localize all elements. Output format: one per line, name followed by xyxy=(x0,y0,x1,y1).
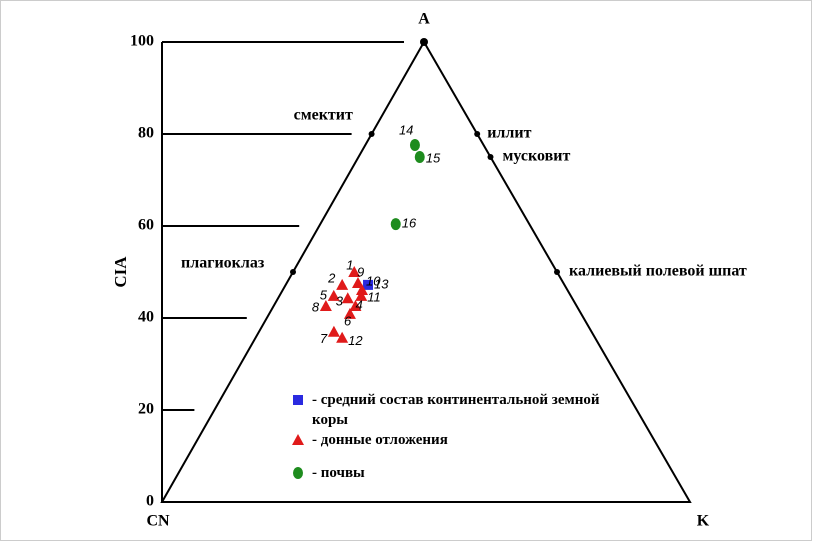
point-label: 9 xyxy=(357,264,364,279)
data-point xyxy=(341,292,354,304)
data-point xyxy=(343,307,356,319)
mineral-label: иллит xyxy=(487,125,531,142)
y-tick-label: 0 xyxy=(146,493,154,510)
data-point xyxy=(390,218,401,231)
mineral-point xyxy=(474,131,481,137)
point-label: 11 xyxy=(367,289,381,304)
legend-marker xyxy=(292,434,304,445)
legend-entry: - средний состав континентальной земной … xyxy=(312,392,600,428)
data-point xyxy=(336,331,349,343)
point-label: 1 xyxy=(346,257,353,272)
point-label: 8 xyxy=(312,299,320,314)
data-point xyxy=(351,277,364,289)
data-point xyxy=(363,279,374,290)
vertex-label: K xyxy=(697,513,710,530)
point-label: 3 xyxy=(336,294,344,309)
legend-entry: - донные отложения xyxy=(312,432,448,448)
mineral-label: мусковит xyxy=(503,148,571,165)
point-label: 4 xyxy=(355,297,362,312)
point-label: 5 xyxy=(320,287,328,302)
vertex-dot xyxy=(420,38,428,46)
mineral-label: плагиоклаз xyxy=(181,255,265,272)
point-label: 13 xyxy=(374,276,389,291)
data-point xyxy=(348,266,361,277)
data-point xyxy=(327,289,340,301)
legend-label: - донные отложения xyxy=(312,432,448,448)
point-label: 10 xyxy=(366,273,381,288)
legend-marker xyxy=(293,467,303,479)
mineral-point xyxy=(368,131,375,137)
y-axis-label: CIA xyxy=(111,256,130,288)
data-point xyxy=(414,151,425,163)
vertex-label: A xyxy=(418,11,430,28)
y-tick-label: 100 xyxy=(130,33,154,50)
data-point xyxy=(336,278,349,290)
mineral-label: калиевый полевой шпат xyxy=(569,263,747,280)
y-tick-label: 60 xyxy=(138,217,154,234)
point-label: 16 xyxy=(402,216,417,231)
mineral-label: смектит xyxy=(294,107,353,124)
legend-marker xyxy=(293,395,303,405)
data-point xyxy=(355,283,368,295)
mineral-point xyxy=(290,269,296,275)
data-point xyxy=(349,300,362,312)
y-tick-label: 80 xyxy=(138,125,154,142)
data-point xyxy=(355,289,368,301)
point-label: 12 xyxy=(348,333,363,348)
point-label: 6 xyxy=(344,313,352,328)
legend-entry: - почвы xyxy=(312,465,365,481)
legend-label: - почвы xyxy=(312,465,365,481)
data-point xyxy=(409,139,420,152)
data-point xyxy=(319,300,332,312)
point-label: 15 xyxy=(426,150,441,165)
y-tick-label: 20 xyxy=(138,401,154,418)
point-label: 2 xyxy=(327,270,336,285)
data-point xyxy=(327,325,340,337)
legend-label: - средний состав континентальной земной … xyxy=(312,392,600,428)
point-label: 14 xyxy=(399,122,413,137)
y-tick-label: 40 xyxy=(138,309,154,326)
vertex-label: CN xyxy=(146,513,170,530)
mineral-point xyxy=(554,269,560,275)
mineral-point xyxy=(487,154,494,160)
point-label: 7 xyxy=(320,331,328,346)
